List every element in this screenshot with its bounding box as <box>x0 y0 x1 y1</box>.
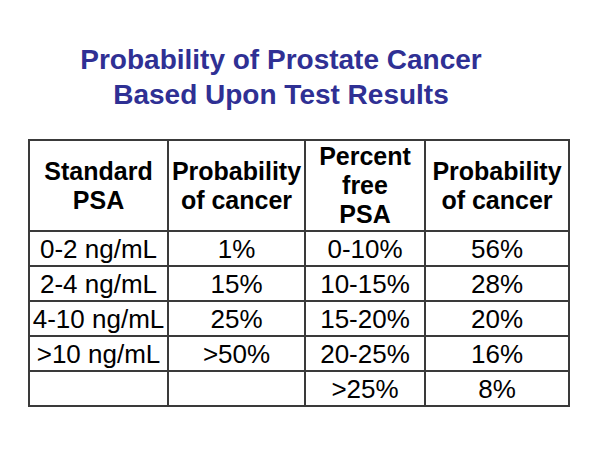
header-line: of cancer <box>169 186 304 215</box>
cell-probability: 8% <box>425 371 569 406</box>
cell-probability: 15% <box>168 266 305 301</box>
header-line: free <box>306 171 424 200</box>
header-line: Probability <box>169 157 304 186</box>
table-row: >25% 8% <box>29 371 569 406</box>
cell-standard-psa-range: 4-10 ng/mL <box>29 301 168 336</box>
presentation-slide: Probability of Prostate Cancer Based Upo… <box>0 0 600 475</box>
psa-results-table: Standard PSA Probability of cancer Perce… <box>28 139 570 407</box>
table-row: 2-4 ng/mL 15% 10-15% 28% <box>29 266 569 301</box>
header-line: PSA <box>30 186 167 215</box>
header-line: Percent <box>306 142 424 171</box>
header-line: Probability <box>426 157 568 186</box>
cell-empty <box>29 371 168 406</box>
cell-probability: 20% <box>425 301 569 336</box>
cell-free-psa-range: 20-25% <box>305 336 425 371</box>
cell-probability: 56% <box>425 231 569 266</box>
cell-probability: 1% <box>168 231 305 266</box>
slide-title-line-1: Probability of Prostate Cancer <box>0 42 562 77</box>
cell-empty <box>168 371 305 406</box>
header-percent-free-psa: Percent free PSA <box>305 140 425 231</box>
header-probability-of-cancer-free: Probability of cancer <box>425 140 569 231</box>
header-standard-psa: Standard PSA <box>29 140 168 231</box>
cell-standard-psa-range: >10 ng/mL <box>29 336 168 371</box>
cell-standard-psa-range: 0-2 ng/mL <box>29 231 168 266</box>
header-probability-of-cancer-psa: Probability of cancer <box>168 140 305 231</box>
table-header-row: Standard PSA Probability of cancer Perce… <box>29 140 569 231</box>
cell-free-psa-range: 15-20% <box>305 301 425 336</box>
slide-title: Probability of Prostate Cancer Based Upo… <box>0 42 562 112</box>
cell-probability: 16% <box>425 336 569 371</box>
cell-probability: 25% <box>168 301 305 336</box>
header-line: Standard <box>30 157 167 186</box>
slide-title-line-2: Based Upon Test Results <box>0 77 562 112</box>
table-row: >10 ng/mL >50% 20-25% 16% <box>29 336 569 371</box>
table-row: 0-2 ng/mL 1% 0-10% 56% <box>29 231 569 266</box>
cell-free-psa-range: 0-10% <box>305 231 425 266</box>
header-line: of cancer <box>426 186 568 215</box>
cell-standard-psa-range: 2-4 ng/mL <box>29 266 168 301</box>
cell-probability: 28% <box>425 266 569 301</box>
cell-free-psa-range: >25% <box>305 371 425 406</box>
cell-probability: >50% <box>168 336 305 371</box>
header-line: PSA <box>306 200 424 229</box>
cell-free-psa-range: 10-15% <box>305 266 425 301</box>
table-row: 4-10 ng/mL 25% 15-20% 20% <box>29 301 569 336</box>
